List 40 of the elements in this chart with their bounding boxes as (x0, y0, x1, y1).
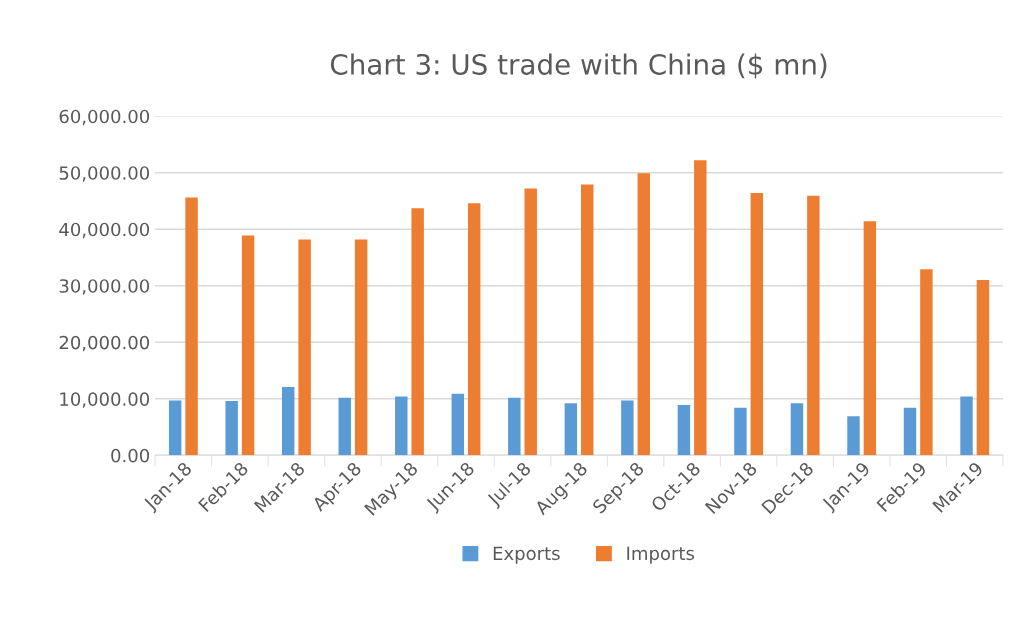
bar (411, 208, 424, 456)
y-tick-label: 50,000.00 (59, 166, 150, 182)
chart-title: Chart 3: US trade with China ($ mn) (330, 53, 827, 79)
bar (168, 400, 182, 456)
bar (395, 396, 408, 456)
bar (960, 396, 973, 456)
bar (564, 403, 578, 456)
bar (677, 405, 691, 456)
bar (694, 160, 707, 456)
bar (847, 416, 860, 456)
legend-label: Exports (493, 546, 560, 564)
bar (637, 173, 650, 456)
y-tick-label: 20,000.00 (59, 335, 150, 352)
y-tick-label: 60,000.00 (59, 109, 150, 126)
y-tick-label: 0.00 (111, 448, 150, 463)
bar (354, 239, 368, 456)
bar (807, 195, 820, 456)
bar (524, 188, 537, 456)
bar (298, 239, 311, 456)
bar (451, 393, 465, 456)
bar (863, 221, 877, 456)
y-tick-label: 30,000.00 (59, 279, 150, 295)
bar (621, 400, 634, 456)
bar (338, 397, 351, 456)
bar (225, 401, 238, 456)
bar (903, 407, 917, 456)
y-tick-label: 10,000.00 (60, 392, 150, 408)
bar (185, 197, 198, 456)
y-tick-label: 40,000.00 (59, 222, 150, 239)
bar (734, 407, 747, 456)
bar (282, 386, 295, 456)
bar (750, 193, 764, 456)
bar (241, 235, 255, 456)
bar (581, 184, 594, 456)
bar (467, 203, 481, 456)
legend-label: Imports (627, 546, 695, 564)
bar (508, 397, 521, 456)
bar (790, 403, 804, 456)
bar (976, 280, 990, 456)
bar (920, 269, 933, 456)
